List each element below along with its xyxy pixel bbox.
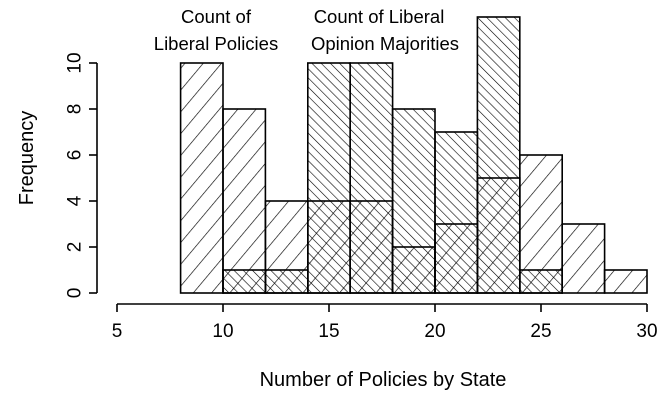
x-tick-label: 25 [530, 321, 551, 342]
x-tick-label: 5 [112, 321, 123, 342]
x-tick-label: 10 [212, 321, 233, 342]
bar-liberal-policies-9 [561, 223, 606, 294]
annotation-liberal-opinion-majorities: Count of Liberal Opinion Majorities [311, 6, 459, 54]
y-axis: 0 2 4 6 8 10 [65, 52, 98, 298]
y-tick-label: 0 [65, 288, 86, 299]
x-ticks: 5 10 15 20 25 30 [112, 304, 658, 342]
y-tick-label: 8 [65, 104, 86, 115]
bar-fill-liberal-policies-9 [562, 224, 605, 293]
x-tick-label: 30 [636, 321, 657, 342]
bar-opinion-majorities-7 [518, 269, 563, 294]
bar-fill-liberal-policies-1 [223, 109, 266, 293]
annotation-opinion-majorities-line-1: Count of Liberal [314, 6, 445, 27]
bar-fill-liberal-policies-10 [604, 270, 647, 293]
y-tick-label: 10 [65, 52, 86, 73]
annotation-liberal-policies-line-2: Liberal Policies [154, 33, 278, 54]
bar-fill-opinion-majorities-6 [477, 17, 520, 293]
bar-fill-opinion-majorities-7 [519, 270, 563, 293]
bar-fill-opinion-majorities-5 [435, 132, 478, 293]
bars-layer [179, 16, 648, 294]
bar-fill-opinion-majorities-2 [307, 63, 351, 293]
x-axis: 5 10 15 20 25 30 [112, 303, 658, 342]
annotation-liberal-policies-line-1: Count of [181, 6, 252, 27]
y-axis-title: Frequency [16, 111, 38, 206]
x-axis-title: Number of Policies by State [260, 369, 507, 391]
annotation-liberal-policies: Count of Liberal Policies [154, 6, 278, 54]
bar-liberal-policies-10 [603, 269, 648, 294]
y-tick-label: 6 [65, 150, 86, 161]
y-ticks: 0 2 4 6 8 10 [65, 52, 97, 299]
annotation-opinion-majorities-line-2: Opinion Majorities [311, 33, 459, 54]
y-tick-label: 4 [65, 195, 86, 206]
x-tick-label: 20 [424, 321, 445, 342]
bar-fill-opinion-majorities-1 [265, 270, 308, 293]
y-tick-label: 2 [65, 242, 86, 253]
bar-fill-opinion-majorities-4 [392, 109, 435, 293]
bar-fill-opinion-majorities-0 [223, 270, 266, 293]
bar-fill-liberal-policies-0 [180, 63, 223, 293]
x-tick-label: 15 [318, 321, 339, 342]
bar-opinion-majorities-6 [476, 16, 521, 294]
bar-fill-opinion-majorities-3 [350, 63, 393, 293]
